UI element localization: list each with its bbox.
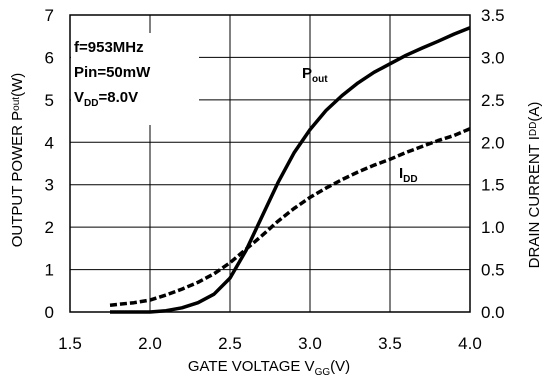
y-right-tick-label: 2.0 xyxy=(481,133,505,152)
y-right-tick-label: 3.5 xyxy=(481,6,505,25)
y-right-tick-label: 3.0 xyxy=(481,48,505,67)
x-tick-label: 4.0 xyxy=(458,334,482,353)
y-left-tick-label: 7 xyxy=(45,6,54,25)
y-left-tick-label: 0 xyxy=(45,303,54,322)
series-line-p-out xyxy=(110,26,471,314)
annotation-background xyxy=(71,33,199,125)
y-right-tick-label: 0.0 xyxy=(481,303,505,322)
annotation-input-power: Pin=50mW xyxy=(74,64,151,81)
y-axis-label-right: DRAIN CURRENT IDD(A) xyxy=(526,102,543,269)
x-tick-label: 1.5 xyxy=(58,334,82,353)
series-layer xyxy=(109,26,471,314)
x-tick-label: 3.5 xyxy=(378,334,402,353)
plot-frame xyxy=(69,14,471,313)
annotation-box: f=953MHz Pin=50mW VDD=8.0V xyxy=(71,33,199,125)
y-left-tick-label: 2 xyxy=(45,218,54,237)
y-left-tick-label: 4 xyxy=(45,133,54,152)
y-axis-label-left: OUTPUT POWER Pout(W) xyxy=(9,73,26,247)
y-left-tick-label: 6 xyxy=(45,48,54,67)
series-label-pout: Pout xyxy=(302,65,328,85)
y-right-tick-label: 1.0 xyxy=(481,218,505,237)
y-left-tick-label: 3 xyxy=(45,176,54,195)
series-label-idd: IDD xyxy=(399,165,418,185)
x-axis-label: GATE VOLTAGE VGG(V) xyxy=(188,358,350,378)
x-tick-label: 2.5 xyxy=(218,334,242,353)
x-tick-label: 3.0 xyxy=(298,334,322,353)
y-right-tick-label: 1.5 xyxy=(481,176,505,195)
x-tick-label: 2.0 xyxy=(138,334,162,353)
annotation-frequency: f=953MHz xyxy=(74,39,144,56)
y-right-tick-label: 2.5 xyxy=(481,91,505,110)
series-line-i-dd xyxy=(109,127,471,307)
y-left-tick-label: 1 xyxy=(45,261,54,280)
y-right-tick-label: 0.5 xyxy=(481,261,505,280)
tick-labels: 1.5 2.0 2.5 3.0 3.5 4.0 0 1 2 3 4 5 6 7 0.0 0.5 1.0 1.5 2.… xyxy=(45,6,505,353)
y-left-tick-label: 5 xyxy=(45,91,54,110)
annotation-vdd: VDD=8.0V xyxy=(74,89,138,109)
